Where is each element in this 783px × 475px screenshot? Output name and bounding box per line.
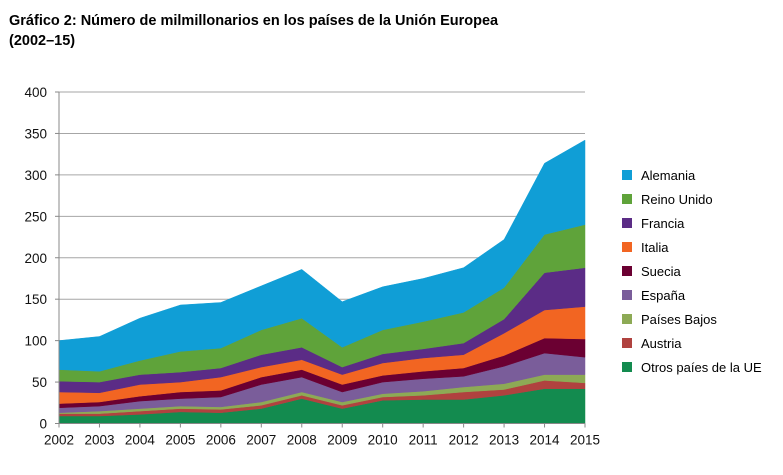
x-tick-label: 2006: [206, 433, 236, 448]
legend-item: Países Bajos: [622, 307, 762, 331]
legend-label: Alemania: [641, 167, 696, 183]
x-tick-label: 2004: [125, 433, 156, 448]
x-tick-label: 2012: [449, 433, 479, 448]
y-tick-label: 50: [32, 375, 47, 390]
y-tick-label: 250: [24, 209, 47, 224]
y-tick-label: 100: [24, 334, 47, 349]
legend-swatch: [622, 242, 632, 252]
legend-swatch: [622, 170, 632, 180]
legend-swatch: [622, 338, 632, 348]
y-tick-label: 0: [39, 417, 47, 432]
x-tick-label: 2011: [409, 433, 438, 448]
x-tick-label: 2013: [489, 433, 519, 448]
y-tick-label: 300: [24, 168, 47, 183]
y-tick-label: 400: [24, 85, 47, 100]
x-tick-label: 2009: [327, 433, 357, 448]
legend-item: Austria: [622, 331, 762, 355]
legend-label: España: [641, 287, 686, 303]
x-axis-ticks: 2002 2003 2004 2005 2006 2007 2008 2009 2010 2011…: [44, 423, 600, 448]
legend-swatch: [622, 314, 632, 324]
legend-item: Alemania: [622, 163, 762, 187]
x-tick-label: 2008: [287, 433, 317, 448]
chart-title: Gráfico 2: Número de milmillonarios en l…: [9, 11, 498, 51]
x-tick-label: 2003: [84, 433, 114, 448]
legend-item: Reino Unido: [622, 187, 762, 211]
y-tick-label: 200: [24, 251, 47, 266]
legend-label: Italia: [641, 239, 669, 255]
legend-label: Francia: [641, 215, 685, 231]
legend-item: España: [622, 283, 762, 307]
y-tick-label: 350: [24, 126, 47, 141]
chart-title-line-2: (2002–15): [9, 33, 76, 49]
legend-label: Suecia: [641, 263, 681, 279]
x-tick-label: 2014: [530, 433, 561, 448]
legend-swatch: [622, 218, 632, 228]
y-tick-label: 150: [24, 292, 47, 307]
legend-swatch: [622, 194, 632, 204]
x-tick-label: 2015: [570, 433, 600, 448]
legend-swatch: [622, 266, 632, 276]
legend-swatch: [622, 290, 632, 300]
legend-label: Países Bajos: [641, 311, 717, 327]
legend-item: Otros paíes de la UE: [622, 355, 762, 379]
chart-title-line-1: Gráfico 2: Número de milmillonarios en l…: [9, 13, 499, 29]
legend-item: Suecia: [622, 259, 762, 283]
x-tick-label: 2005: [165, 433, 195, 448]
x-tick-label: 2002: [44, 433, 74, 448]
x-tick-label: 2007: [246, 433, 276, 448]
area-series: [58, 139, 586, 424]
legend-swatch: [622, 362, 632, 372]
legend: Alemania Reino Unido Francia Italia Suecia Es…: [622, 163, 762, 379]
legend-label: Otros paíes de la UE: [641, 359, 762, 375]
y-axis-ticks: 0 50 100 150 200 250 300 350 400: [24, 85, 59, 432]
legend-item: Italia: [622, 235, 762, 259]
area-alemania: [58, 139, 586, 372]
legend-item: Francia: [622, 211, 762, 235]
legend-label: Austria: [641, 335, 682, 351]
legend-label: Reino Unido: [641, 191, 713, 207]
x-tick-label: 2010: [368, 433, 398, 448]
